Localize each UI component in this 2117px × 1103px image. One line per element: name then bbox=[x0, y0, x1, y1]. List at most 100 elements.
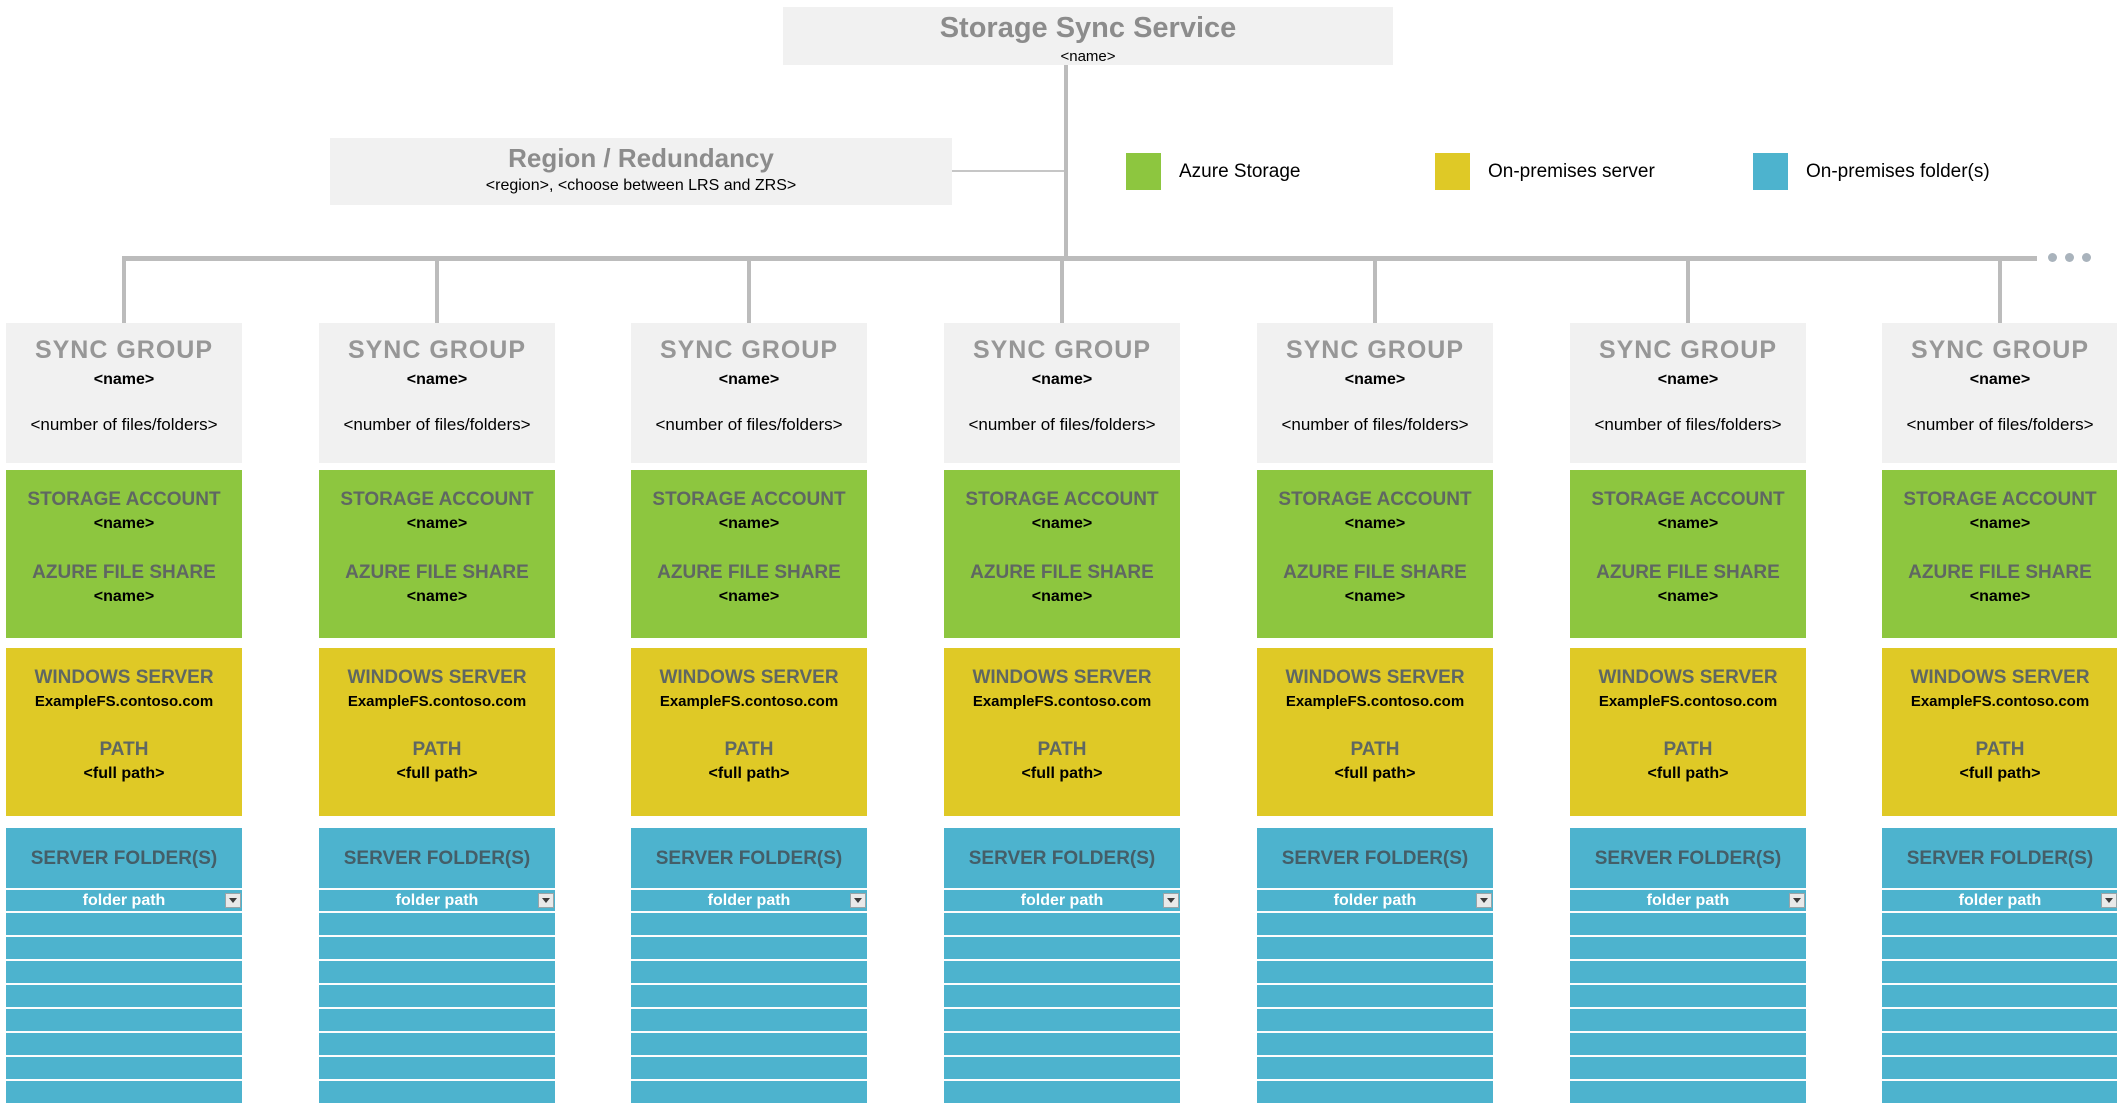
folder-path-cell[interactable]: folder path bbox=[319, 888, 555, 913]
sync-group-title: SYNC GROUP bbox=[347, 336, 527, 364]
folder-path-dropdown-button[interactable] bbox=[850, 893, 866, 908]
empty-folder-row bbox=[319, 1033, 555, 1057]
empty-folder-row bbox=[631, 1057, 867, 1081]
empty-folder-row bbox=[6, 913, 242, 937]
path-label: PATH bbox=[412, 739, 462, 760]
chevron-down-icon bbox=[1480, 898, 1488, 903]
storage-account-box: STORAGE ACCOUNT <name> AZURE FILE SHARE … bbox=[1882, 470, 2117, 638]
storage-sync-service-title: Storage Sync Service bbox=[939, 12, 1237, 44]
storage-account-name: <name> bbox=[1344, 515, 1406, 532]
folder-path-cell[interactable]: folder path bbox=[6, 888, 242, 913]
ellipsis-dot-icon bbox=[2048, 253, 2057, 262]
folder-path-value: folder path bbox=[395, 892, 479, 909]
path-value: <full path> bbox=[708, 765, 790, 782]
azure-file-share-name: <name> bbox=[406, 588, 468, 605]
chevron-down-icon bbox=[1167, 898, 1175, 903]
storage-account-box: STORAGE ACCOUNT <name> AZURE FILE SHARE … bbox=[6, 470, 242, 638]
storage-account-name: <name> bbox=[93, 515, 155, 532]
folder-path-cell[interactable]: folder path bbox=[1882, 888, 2117, 913]
path-label: PATH bbox=[1663, 739, 1713, 760]
folder-path-cell[interactable]: folder path bbox=[1257, 888, 1493, 913]
windows-server-box: WINDOWS SERVER ExampleFS.contoso.com PAT… bbox=[944, 648, 1180, 816]
empty-folder-row bbox=[944, 1009, 1180, 1033]
storage-account-label: STORAGE ACCOUNT bbox=[652, 489, 846, 510]
empty-folder-row bbox=[631, 985, 867, 1009]
folder-path-cell[interactable]: folder path bbox=[631, 888, 867, 913]
empty-folder-row bbox=[1257, 985, 1493, 1009]
windows-server-label: WINDOWS SERVER bbox=[1910, 667, 2090, 688]
chevron-down-icon bbox=[854, 898, 862, 903]
folder-path-dropdown-button[interactable] bbox=[538, 893, 554, 908]
path-value: <full path> bbox=[1647, 765, 1729, 782]
server-folders-label: SERVER FOLDER(S) bbox=[343, 848, 531, 869]
chevron-down-icon bbox=[229, 898, 237, 903]
empty-folder-row bbox=[1570, 1009, 1806, 1033]
empty-folder-row bbox=[6, 1033, 242, 1057]
sync-group-title: SYNC GROUP bbox=[972, 336, 1152, 364]
server-folders-label: SERVER FOLDER(S) bbox=[968, 848, 1156, 869]
storage-account-label: STORAGE ACCOUNT bbox=[340, 489, 534, 510]
empty-folder-row bbox=[319, 1057, 555, 1081]
storage-account-box: STORAGE ACCOUNT <name> AZURE FILE SHARE … bbox=[1257, 470, 1493, 638]
folder-path-value: folder path bbox=[1333, 892, 1417, 909]
server-folders-box: SERVER FOLDER(S) folder path bbox=[944, 828, 1180, 1103]
sync-group-column: SYNC GROUP <name> <number of files/folde… bbox=[944, 0, 1180, 1103]
windows-server-label: WINDOWS SERVER bbox=[1285, 667, 1465, 688]
storage-account-box: STORAGE ACCOUNT <name> AZURE FILE SHARE … bbox=[944, 470, 1180, 638]
folder-path-cell[interactable]: folder path bbox=[944, 888, 1180, 913]
azure-file-share-name: <name> bbox=[93, 588, 155, 605]
windows-server-name: ExampleFS.contoso.com bbox=[347, 693, 527, 710]
sync-group-name: <name> bbox=[406, 371, 468, 388]
windows-server-name: ExampleFS.contoso.com bbox=[1598, 693, 1778, 710]
sync-group-file-count: <number of files/folders> bbox=[1906, 415, 2094, 434]
storage-account-label: STORAGE ACCOUNT bbox=[965, 489, 1159, 510]
windows-server-name: ExampleFS.contoso.com bbox=[1285, 693, 1465, 710]
server-folders-box: SERVER FOLDER(S) folder path bbox=[1570, 828, 1806, 1103]
empty-folder-row bbox=[6, 937, 242, 961]
server-folders-box: SERVER FOLDER(S) folder path bbox=[1257, 828, 1493, 1103]
sync-group-file-count: <number of files/folders> bbox=[968, 415, 1156, 434]
path-label: PATH bbox=[1037, 739, 1087, 760]
empty-folder-row bbox=[631, 961, 867, 985]
empty-folder-row bbox=[6, 985, 242, 1009]
empty-folder-row bbox=[944, 1057, 1180, 1081]
horizontal-rail-line bbox=[122, 256, 2037, 261]
legend-label: Azure Storage bbox=[1179, 160, 1301, 182]
sync-group-column: SYNC GROUP <name> <number of files/folde… bbox=[6, 0, 242, 1103]
folder-path-dropdown-button[interactable] bbox=[1163, 893, 1179, 908]
folder-row-list bbox=[319, 913, 555, 1103]
empty-folder-row bbox=[944, 961, 1180, 985]
windows-server-box: WINDOWS SERVER ExampleFS.contoso.com PAT… bbox=[631, 648, 867, 816]
folder-path-value: folder path bbox=[707, 892, 791, 909]
empty-folder-row bbox=[1257, 1033, 1493, 1057]
server-folders-box: SERVER FOLDER(S) folder path bbox=[1882, 828, 2117, 1103]
sync-group-column: SYNC GROUP <name> <number of files/folde… bbox=[631, 0, 867, 1103]
server-folders-box: SERVER FOLDER(S) folder path bbox=[631, 828, 867, 1103]
sync-group-column: SYNC GROUP <name> <number of files/folde… bbox=[1570, 0, 1806, 1103]
empty-folder-row bbox=[631, 913, 867, 937]
windows-server-name: ExampleFS.contoso.com bbox=[34, 693, 214, 710]
windows-server-label: WINDOWS SERVER bbox=[1598, 667, 1778, 688]
folder-path-dropdown-button[interactable] bbox=[1476, 893, 1492, 908]
ellipsis-dot-icon bbox=[2082, 253, 2091, 262]
sync-group-file-count: <number of files/folders> bbox=[1281, 415, 1469, 434]
sync-group-header-box: SYNC GROUP <name> <number of files/folde… bbox=[6, 323, 242, 463]
on-premises-server-swatch-icon bbox=[1435, 153, 1470, 190]
legend-label: On-premises server bbox=[1488, 160, 1655, 182]
empty-folder-row bbox=[319, 1081, 555, 1103]
empty-folder-row bbox=[1257, 961, 1493, 985]
column-drop-connector-line bbox=[435, 256, 439, 323]
sync-group-file-count: <number of files/folders> bbox=[1594, 415, 1782, 434]
empty-folder-row bbox=[1257, 1057, 1493, 1081]
azure-file-share-name: <name> bbox=[1657, 588, 1719, 605]
region-connector-line bbox=[952, 170, 1064, 172]
folder-path-dropdown-button[interactable] bbox=[1789, 893, 1805, 908]
server-folders-label: SERVER FOLDER(S) bbox=[655, 848, 843, 869]
azure-file-share-name: <name> bbox=[1344, 588, 1406, 605]
folder-path-cell[interactable]: folder path bbox=[1570, 888, 1806, 913]
empty-folder-row bbox=[1882, 1081, 2117, 1103]
sync-group-title: SYNC GROUP bbox=[34, 336, 214, 364]
folder-path-dropdown-button[interactable] bbox=[2101, 893, 2117, 908]
empty-folder-row bbox=[944, 913, 1180, 937]
folder-path-dropdown-button[interactable] bbox=[225, 893, 241, 908]
